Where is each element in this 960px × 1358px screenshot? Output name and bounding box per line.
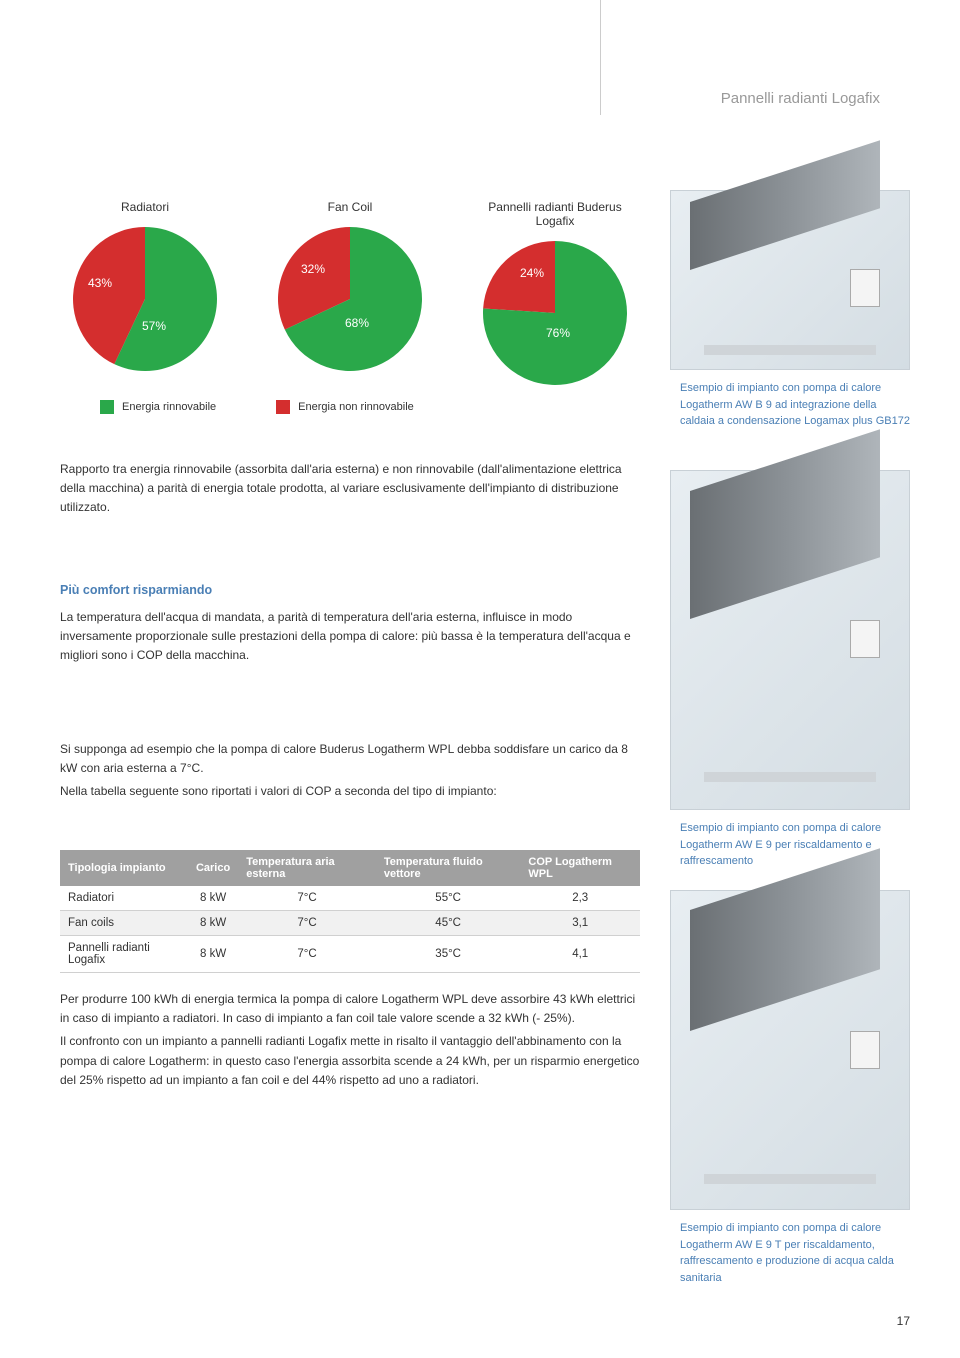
section-example: Si supponga ad esempio che la pompa di c… [60, 740, 640, 802]
illustration-house-3 [670, 890, 910, 1210]
pie-label-renewable: 76% [546, 326, 570, 340]
table-cell: 7°C [238, 936, 376, 973]
table-cell: 8 kW [188, 886, 238, 911]
chart-pannelli: Pannelli radianti Buderus Logafix 24% 76… [470, 200, 640, 388]
caption-3: Esempio di impianto con pompa di calore … [680, 1220, 910, 1286]
table-cell: 7°C [238, 911, 376, 936]
paragraph-example-a: Si supponga ad esempio che la pompa di c… [60, 740, 640, 778]
charts-row: Radiatori 43% 57% Fan Coil 32% 68% Panne… [60, 200, 640, 388]
table-header: COP Logatherm WPL [520, 850, 640, 886]
section-comfort: Più comfort risparmiando La temperatura … [60, 580, 640, 666]
pie-label-renewable: 68% [345, 316, 369, 330]
legend-label: Energia non rinnovabile [298, 401, 414, 413]
caption-1: Esempio di impianto con pompa di calore … [680, 380, 910, 430]
chart-title: Fan Coil [265, 200, 435, 214]
legend: Energia rinnovabile Energia non rinnovab… [100, 400, 600, 414]
paragraph-ratio: Rapporto tra energia rinnovabile (assorb… [60, 460, 640, 518]
pie-chart: 43% 57% [70, 224, 220, 374]
table-header: Carico [188, 850, 238, 886]
caption-2: Esempio di impianto con pompa di calore … [680, 820, 910, 870]
table-header: Tipologia impianto [60, 850, 188, 886]
table-header: Temperatura fluido vettore [376, 850, 521, 886]
table-cell: 55°C [376, 886, 521, 911]
chart-title: Radiatori [60, 200, 230, 214]
table-cell: Radiatori [60, 886, 188, 911]
heading-comfort: Più comfort risparmiando [60, 580, 640, 600]
cop-table: Tipologia impiantoCaricoTemperatura aria… [60, 850, 640, 973]
paragraph-comfort: La temperatura dell'acqua di mandata, a … [60, 608, 640, 666]
illustration-house-1 [670, 190, 910, 370]
pie-chart: 24% 76% [480, 238, 630, 388]
swatch-nonrenewable [276, 400, 290, 414]
pie-label-nonrenewable: 43% [88, 276, 112, 290]
table-cell: 8 kW [188, 911, 238, 936]
chart-title: Pannelli radianti Buderus Logafix [470, 200, 640, 228]
table-cell: 8 kW [188, 936, 238, 973]
pie-label-nonrenewable: 32% [301, 262, 325, 276]
table-row: Pannelli radianti Logafix8 kW7°C35°C4,1 [60, 936, 640, 973]
paragraph-conclusion: Per produrre 100 kWh di energia termica … [60, 990, 640, 1094]
table-cell: Pannelli radianti Logafix [60, 936, 188, 973]
header-divider [600, 0, 601, 115]
table-cell: Fan coils [60, 911, 188, 936]
page-header: Pannelli radianti Logafix [721, 90, 880, 107]
page-number: 17 [897, 1314, 910, 1328]
table-cell: 4,1 [520, 936, 640, 973]
pie-label-renewable: 57% [142, 319, 166, 333]
pie-label-nonrenewable: 24% [520, 266, 544, 280]
chart-fancoil: Fan Coil 32% 68% [265, 200, 435, 388]
legend-label: Energia rinnovabile [122, 401, 216, 413]
pie-chart: 32% 68% [275, 224, 425, 374]
swatch-renewable [100, 400, 114, 414]
table-row: Fan coils8 kW7°C45°C3,1 [60, 911, 640, 936]
table-cell: 35°C [376, 936, 521, 973]
illustration-house-2 [670, 470, 910, 810]
table-cell: 45°C [376, 911, 521, 936]
table-row: Radiatori8 kW7°C55°C2,3 [60, 886, 640, 911]
table-cell: 7°C [238, 886, 376, 911]
legend-nonrenewable: Energia non rinnovabile [276, 400, 414, 414]
table-header: Temperatura aria esterna [238, 850, 376, 886]
paragraph-example-b: Nella tabella seguente sono riportati i … [60, 782, 640, 801]
table-cell: 3,1 [520, 911, 640, 936]
legend-renewable: Energia rinnovabile [100, 400, 216, 414]
table-cell: 2,3 [520, 886, 640, 911]
chart-radiatori: Radiatori 43% 57% [60, 200, 230, 388]
